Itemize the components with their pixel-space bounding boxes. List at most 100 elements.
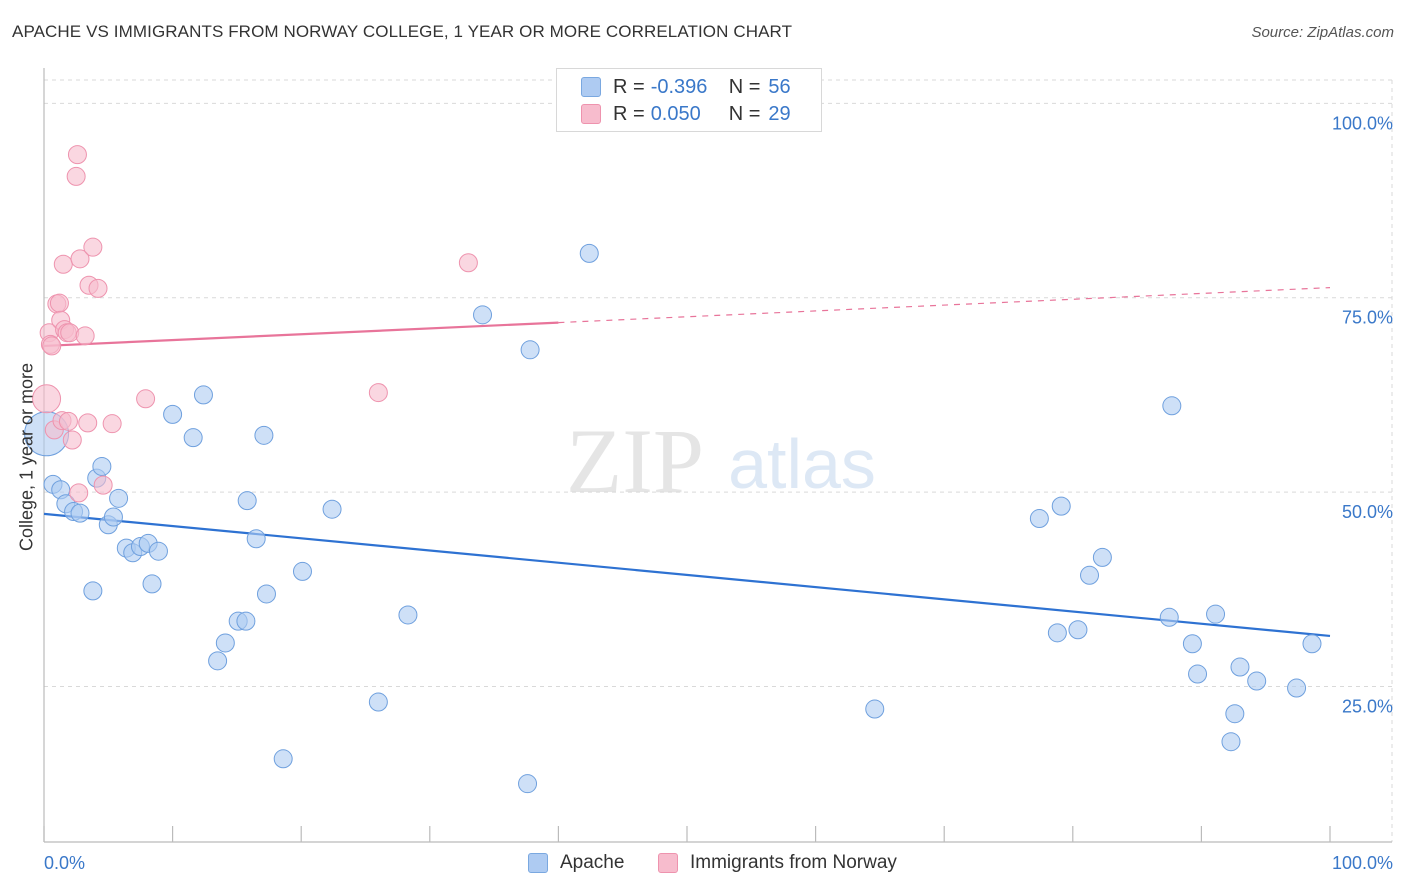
norway-point [75, 326, 95, 346]
apache-point [193, 385, 213, 405]
norway-point [83, 237, 103, 257]
r-value: -0.396 [650, 75, 708, 98]
x-tick-label: 0.0% [44, 853, 85, 873]
norway-point [93, 475, 113, 495]
axes [43, 68, 1392, 843]
norway-swatch [581, 104, 601, 124]
y-tick-label: 100.0% [1332, 113, 1393, 133]
norway-trend-extension [558, 287, 1331, 324]
apache-point [1029, 509, 1049, 529]
norway-point [32, 384, 62, 414]
apache-point [1206, 604, 1226, 624]
apache-point [1182, 634, 1202, 654]
apache-point [148, 541, 168, 561]
apache-point [1047, 623, 1067, 643]
apache-point [1068, 620, 1088, 640]
norway-point [67, 145, 87, 165]
gridlines [44, 79, 1393, 842]
apache-point [103, 507, 123, 527]
chart-title: APACHE VS IMMIGRANTS FROM NORWAY COLLEGE… [12, 22, 793, 41]
apache-point [865, 699, 885, 719]
apache-point [1162, 396, 1182, 416]
apache-point [1080, 565, 1100, 585]
apache-point [109, 488, 129, 508]
legend-item-norway[interactable]: Immigrants from Norway [658, 852, 897, 874]
watermark-atlas: atlas [728, 425, 876, 503]
r-label: R = [613, 75, 645, 98]
n-value: 29 [768, 102, 791, 125]
norway-trend-line [43, 321, 559, 348]
apache-point [183, 428, 203, 448]
r-label: R = [613, 102, 645, 125]
n-label: N = [728, 102, 761, 125]
norway-point [78, 413, 98, 433]
y-tick-label: 75.0% [1342, 308, 1393, 328]
apache-swatch [581, 77, 601, 97]
apache-point [83, 581, 103, 601]
legend-row-norway: R = 0.050 N = 29 [581, 102, 791, 126]
tick-labels: 25.0% 50.0% 75.0% 100.0% 0.0% 100.0% [44, 113, 1393, 873]
norway-point [368, 383, 388, 403]
norway-point [458, 253, 478, 273]
norway-point [53, 254, 73, 274]
norway-point [42, 336, 62, 356]
n-label: N = [728, 75, 761, 98]
apache-point [215, 633, 235, 653]
apache-point [520, 340, 540, 360]
apache-point [1287, 678, 1307, 698]
legend-item-apache[interactable]: Apache [528, 852, 624, 874]
stats-legend: R = -0.396 N = 56 R = 0.050 N = 29 [556, 68, 822, 132]
apache-point [1092, 547, 1112, 567]
apache-point [237, 491, 257, 511]
apache-point [208, 651, 228, 671]
y-axis-label: College, 1 year or more [16, 362, 37, 552]
apache-point [256, 584, 276, 604]
norway-point [88, 278, 108, 298]
apache-point [579, 243, 599, 263]
norway-point [62, 430, 82, 450]
norway-point [70, 249, 90, 269]
apache-point [518, 774, 538, 794]
apache-point [322, 499, 342, 519]
n-value: 56 [768, 75, 791, 98]
norway-point [49, 293, 69, 313]
apache-point [1230, 657, 1250, 677]
y-tick-label: 25.0% [1342, 696, 1393, 716]
apache-point [70, 503, 90, 523]
norway-point [66, 166, 86, 186]
apache-point [1159, 607, 1179, 627]
source-label: Source: ZipAtlas.com [1251, 24, 1394, 41]
apache-point [1302, 634, 1322, 654]
legend-row-apache: R = -0.396 N = 56 [581, 75, 791, 99]
norway-point [102, 414, 122, 434]
watermark: ZIP atlas [566, 410, 876, 512]
norway-point [69, 483, 89, 503]
apache-point [236, 611, 256, 631]
y-tick-label: 50.0% [1342, 502, 1393, 522]
x-tick-label: 100.0% [1332, 853, 1393, 873]
apache-point [254, 425, 274, 445]
apache-point [142, 574, 162, 594]
apache-point [246, 529, 266, 549]
legend-label: Immigrants from Norway [690, 852, 897, 873]
apache-point [1247, 671, 1267, 691]
apache-point [92, 456, 112, 476]
apache-point [163, 404, 183, 424]
norway-point [58, 411, 78, 431]
norway-swatch [658, 853, 678, 873]
apache-point [1225, 704, 1245, 724]
r-value: 0.050 [650, 102, 701, 125]
apache-point [473, 305, 493, 325]
norway-point [60, 323, 80, 343]
legend-label: Apache [560, 852, 625, 873]
apache-point [1188, 664, 1208, 684]
apache-point [368, 692, 388, 712]
apache-point [398, 605, 418, 625]
norway-point [136, 389, 156, 409]
apache-swatch [528, 853, 548, 873]
watermark-zip: ZIP [566, 410, 704, 512]
apache-point [273, 749, 293, 769]
apache-point [1051, 496, 1071, 516]
apache-point [292, 561, 312, 581]
